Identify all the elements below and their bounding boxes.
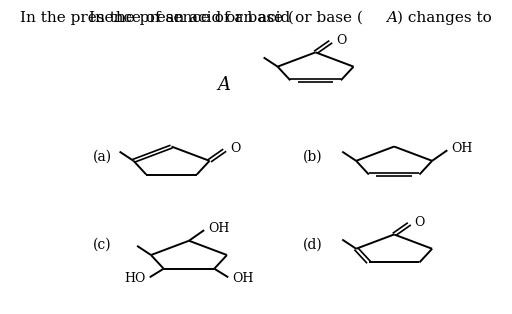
- Text: (b): (b): [303, 150, 322, 164]
- Text: HO: HO: [124, 272, 145, 285]
- Text: O: O: [336, 34, 347, 47]
- Text: ) changes to: ) changes to: [397, 11, 492, 25]
- Text: (d): (d): [303, 238, 322, 252]
- Text: A: A: [386, 11, 397, 25]
- Text: In the presence of an acid or base (: In the presence of an acid or base (: [89, 11, 362, 25]
- Text: O: O: [230, 142, 240, 155]
- Text: (c): (c): [93, 238, 112, 252]
- Text: OH: OH: [232, 272, 254, 285]
- Text: O: O: [415, 216, 425, 229]
- Text: OH: OH: [208, 222, 230, 236]
- Text: In the presence of an acid or base (: In the presence of an acid or base (: [20, 11, 294, 25]
- Text: (a): (a): [93, 150, 112, 164]
- Text: A: A: [218, 76, 230, 94]
- Text: OH: OH: [452, 143, 473, 155]
